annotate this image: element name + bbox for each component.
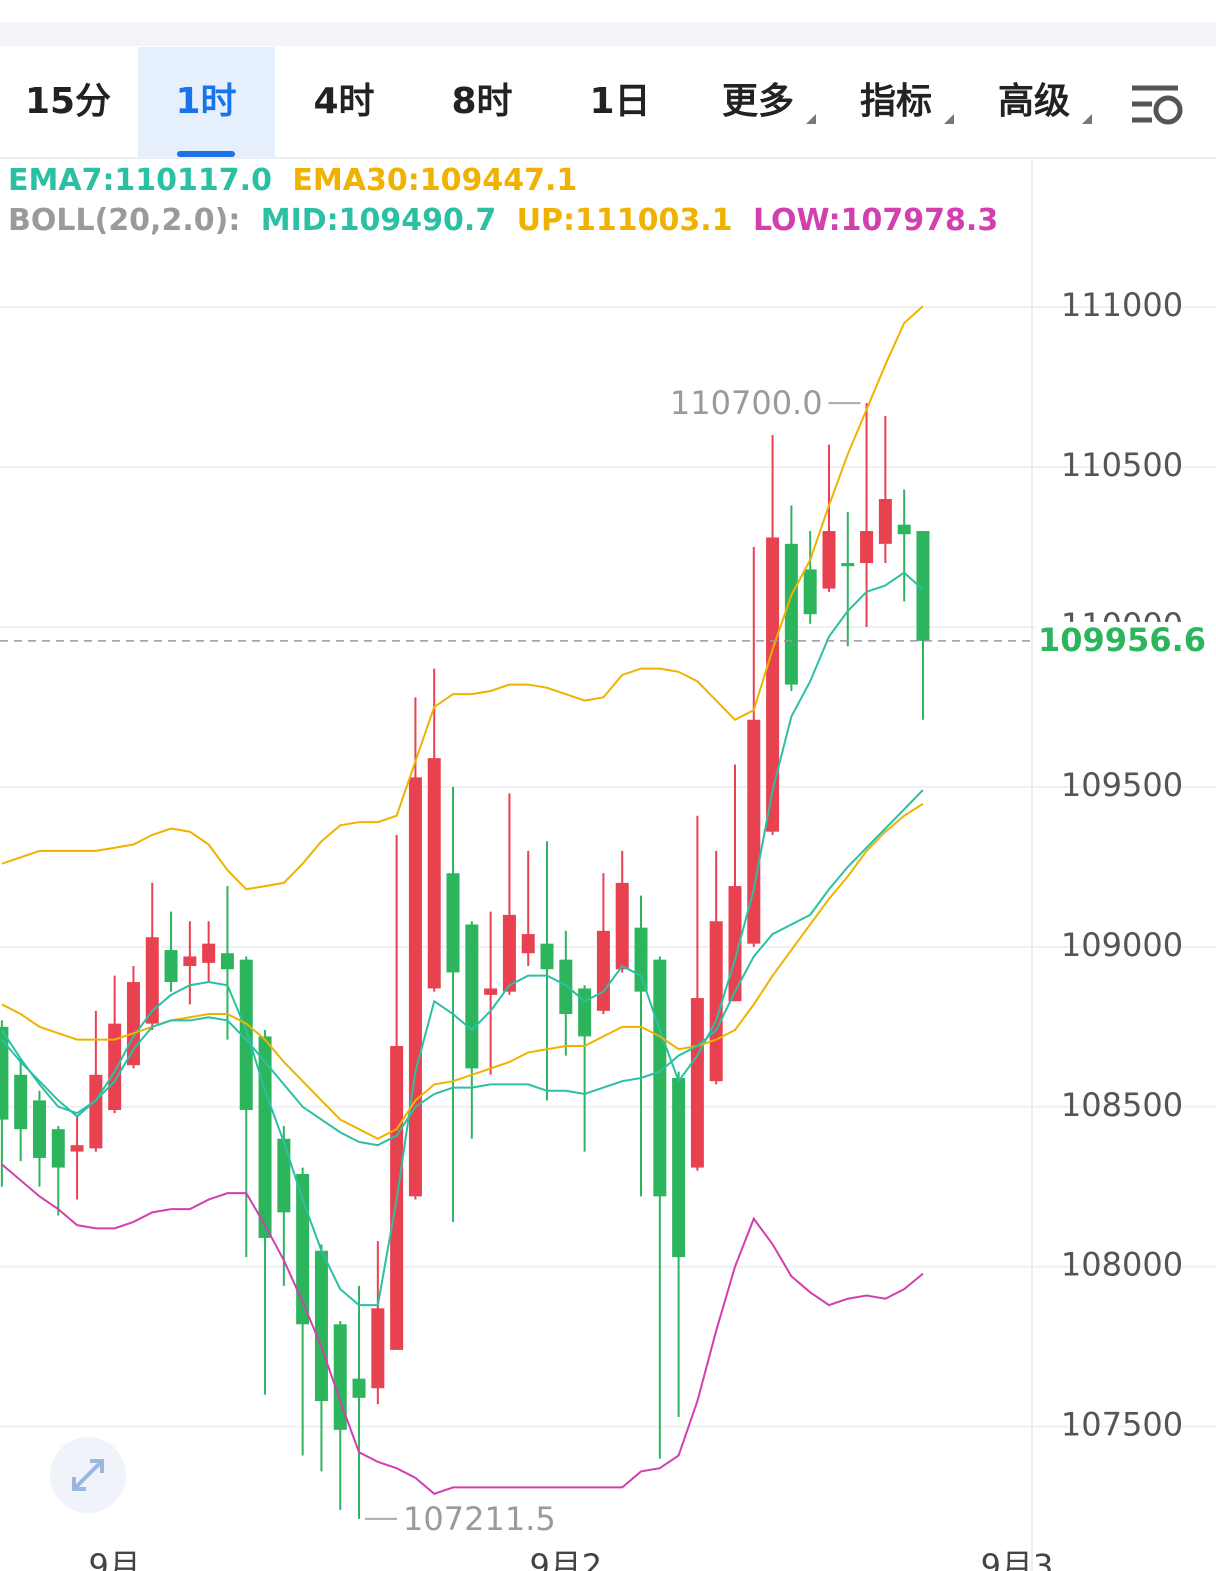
candle-body [502, 914, 516, 992]
candle-body [427, 758, 441, 989]
candle-body [803, 569, 817, 615]
y-tick-label: 108000 [1061, 1246, 1183, 1284]
tab[interactable]: 更多 [722, 81, 794, 122]
candle-body [108, 1023, 122, 1110]
legend-item: EMA30:109447.1 [292, 163, 577, 198]
settings-icon[interactable] [1132, 85, 1183, 125]
candle-body [784, 543, 798, 685]
candle-body [51, 1129, 65, 1168]
tab[interactable]: 4时 [313, 81, 374, 122]
candle-body [89, 1074, 103, 1149]
active-tab-bg [138, 47, 275, 157]
candle-body [521, 934, 535, 954]
last-price-label: 109956.6 [1038, 621, 1206, 659]
y-tick-label: 109500 [1061, 766, 1183, 804]
candle-body [672, 1078, 686, 1258]
candle-body [277, 1138, 291, 1213]
candle-body [596, 930, 610, 1011]
y-tick-label: 107500 [1061, 1406, 1183, 1444]
candle-body [484, 988, 498, 995]
candle-body [634, 927, 648, 992]
y-tick-label: 110500 [1061, 446, 1183, 484]
y-tick-label: 109000 [1061, 926, 1183, 964]
candle-body [408, 777, 422, 1197]
tab[interactable]: 1日 [589, 81, 650, 122]
overlay: 110700.0 107211.5 109956.6 [0, 384, 1216, 1538]
candle-body [258, 1036, 272, 1238]
legend-item: EMA7:110117.0 [8, 163, 272, 198]
y-tick-label: 111000 [1061, 286, 1183, 324]
candle-body [690, 998, 704, 1168]
candle-body [145, 937, 159, 1024]
candle-body [32, 1100, 46, 1158]
candle-body [239, 959, 253, 1110]
candle-body [0, 1026, 9, 1120]
candle-body [578, 988, 592, 1037]
candle-body [296, 1173, 310, 1325]
candle-body [709, 921, 723, 1082]
indicator-line [1, 305, 924, 891]
candle-body [615, 882, 629, 970]
tab-bar: 15分 1时 4时 8时 1日 更多 指标 高级 [25, 81, 1070, 122]
tab[interactable]: 15分 [25, 81, 111, 122]
tab[interactable]: 1时 [175, 81, 236, 122]
x-tick-label: 9月 [88, 1547, 140, 1571]
candle-body [352, 1378, 366, 1398]
candle-body [653, 959, 667, 1197]
candle-body [333, 1324, 347, 1430]
candle-body [70, 1145, 84, 1152]
dropdown-caret [806, 114, 816, 124]
tab[interactable]: 高级 [998, 81, 1070, 122]
annotation-label: 107211.5 [403, 1500, 556, 1538]
candle-body [126, 982, 140, 1066]
candles [0, 403, 930, 1519]
annotation-label: 110700.0 [670, 384, 823, 422]
indicator-line [1, 1163, 924, 1495]
candle-body [747, 719, 761, 944]
candle-body [822, 531, 836, 589]
y-tick-label: 108500 [1061, 1086, 1183, 1124]
indicator-line [1, 789, 924, 1147]
candle-body [878, 499, 892, 544]
candle-body [314, 1250, 328, 1402]
candle-body [897, 524, 911, 535]
legend-item: MID:109490.7 [261, 203, 496, 238]
candle-body [446, 873, 460, 973]
legend-row: EMA7:110117.0 EMA30:109447.1 [8, 163, 577, 198]
candle-body [540, 943, 554, 970]
candle-body [371, 1308, 385, 1389]
dropdown-caret [1082, 114, 1092, 124]
grid: 1075001080001085001090001095001100001105… [0, 286, 1216, 1571]
dropdown-caret [944, 114, 954, 124]
candle-body [202, 943, 216, 963]
candle-body [916, 531, 930, 641]
last-price-box [1036, 621, 1216, 660]
tab[interactable]: 指标 [860, 81, 932, 122]
indicator-line [1, 571, 924, 1307]
x-tick-label: 9月2 [529, 1547, 602, 1571]
candle-body [183, 956, 197, 967]
status-area [0, 0, 1216, 22]
candle-body [841, 563, 855, 567]
candle-body [164, 950, 178, 983]
legend-item: LOW:107978.3 [753, 203, 998, 238]
indicator-lines [1, 305, 924, 1495]
candle-body [465, 924, 479, 1069]
active-tab-indicator [177, 151, 235, 157]
top-strip [0, 22, 1216, 46]
x-tick-label: 9月3 [981, 1547, 1054, 1571]
candle-body [559, 959, 573, 1015]
expand-button[interactable] [50, 1437, 126, 1513]
candle-body [14, 1074, 28, 1130]
legend-item: BOLL(20,2.0): [8, 203, 240, 238]
candle-body [220, 953, 234, 970]
candle-body [860, 531, 874, 564]
candle-body [766, 537, 780, 832]
legend-item: UP:111003.1 [517, 203, 733, 238]
tab[interactable]: 8时 [451, 81, 512, 122]
legend-row: BOLL(20,2.0): MID:109490.7 UP:111003.1 L… [8, 203, 998, 238]
